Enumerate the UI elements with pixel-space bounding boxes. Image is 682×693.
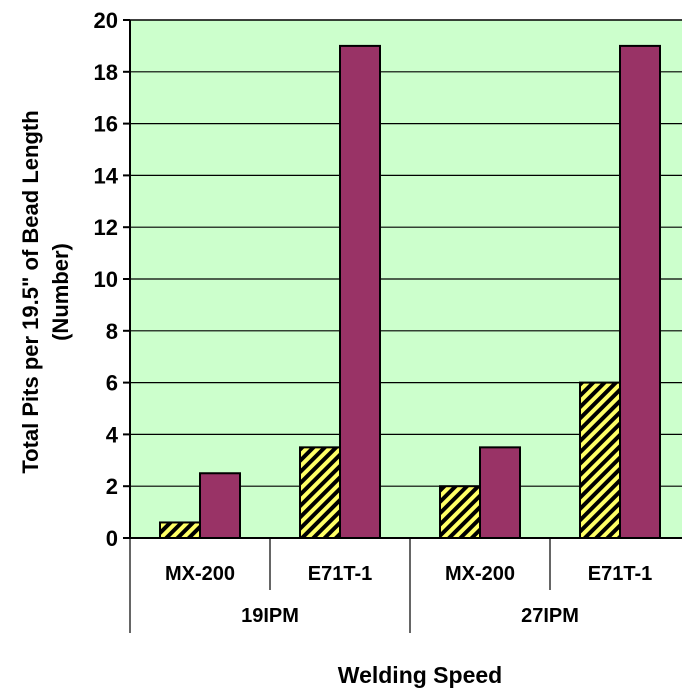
x-group-label: 27IPM [521,605,579,627]
bar [159,521,201,540]
y-axis-title-line2: (Number) [48,243,73,341]
x-category-label: E71T-1 [308,563,372,585]
y-ticks: 0 2 4 6 8 10 12 14 16 18 20 [94,8,130,551]
x-category-axis: MX-200 E71T-1 MX-200 E71T-1 19IPM 27IPM [129,538,652,633]
y-tick-label: 4 [106,422,119,447]
y-tick-label: 10 [94,267,118,292]
y-tick-label: 18 [94,60,118,85]
x-axis-title: Welding Speed [338,662,502,688]
y-tick-label: 6 [106,371,118,396]
y-tick-label: 20 [94,8,118,33]
bar [619,44,661,540]
bar [299,446,341,540]
bar [479,446,521,540]
y-tick-label: 0 [106,526,118,551]
x-category-label: MX-200 [165,563,235,585]
x-category-label: MX-200 [445,563,515,585]
bar [579,381,621,539]
bar [199,472,241,539]
x-category-label: E71T-1 [588,563,652,585]
y-tick-label: 2 [106,474,118,499]
y-tick-label: 16 [94,112,118,137]
y-tick-label: 8 [106,319,118,344]
y-tick-label: 12 [94,215,118,240]
bar [439,485,481,540]
bar [339,44,381,540]
x-group-label: 19IPM [241,605,299,627]
y-tick-label: 14 [94,163,119,188]
bars [159,44,661,540]
y-axis-title-line1: Total Pits per 19.5" of Bead Length [18,110,43,473]
